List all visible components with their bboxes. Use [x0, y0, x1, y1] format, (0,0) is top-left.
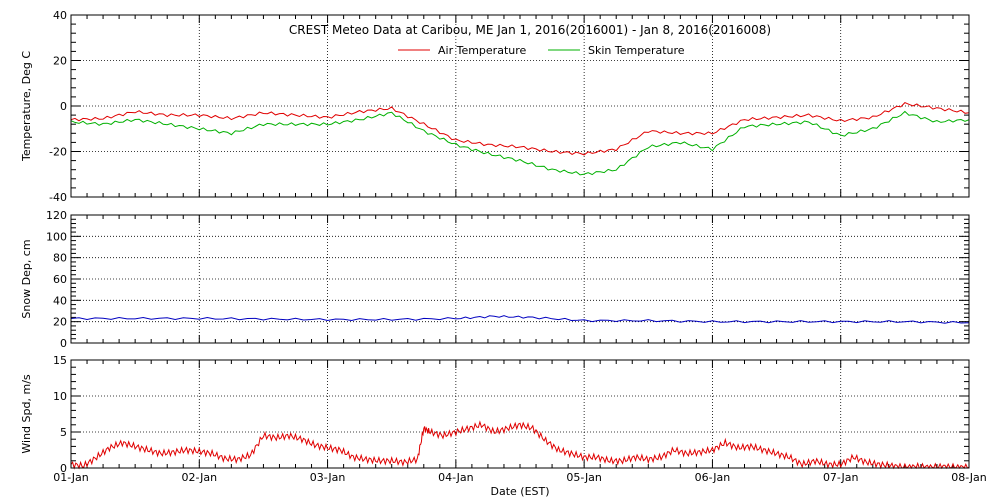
x-tick-label: 04-Jan [438, 471, 474, 484]
panel-frame [70, 14, 970, 198]
y-tick-label: 10 [53, 390, 67, 403]
panel-3: 0 5 10 15 Wind Spd, m/s [20, 354, 970, 475]
x-tick-label: 03-Jan [310, 471, 346, 484]
y-tick-label: 100 [46, 230, 67, 243]
y-tick-label: 0 [60, 337, 67, 350]
x-tick-label: 01-Jan [53, 471, 89, 484]
y-tick-label: 0 [60, 100, 67, 113]
series-line-skin-temperature [70, 110, 970, 176]
x-tick-label: 06-Jan [695, 471, 731, 484]
x-tick-label: 05-Jan [566, 471, 602, 484]
legend-label: Air Temperature [438, 44, 527, 57]
y-axis-label: Wind Spd, m/s [20, 374, 33, 454]
series-line-1 [70, 420, 970, 470]
y-tick-label: 60 [53, 273, 67, 286]
chart-title: CREST Meteo Data at Caribou, ME Jan 1, 2… [289, 23, 771, 37]
panel-2: 0 20 40 60 80 100 120 Snow Dep, cm [20, 209, 970, 350]
y-tick-label: 20 [53, 55, 67, 68]
y-tick-label: -20 [49, 146, 67, 159]
x-tick-label: 02-Jan [182, 471, 218, 484]
y-axis-label: Temperature, Deg C [20, 51, 33, 162]
x-axis-label: Date (EST) [490, 485, 549, 498]
x-tick-label: 07-Jan [823, 471, 859, 484]
y-tick-label: 20 [53, 316, 67, 329]
y-tick-label: 120 [46, 209, 67, 222]
y-tick-label: 80 [53, 252, 67, 265]
panel-frame [70, 359, 970, 469]
y-tick-label: 40 [53, 294, 67, 307]
series-line-1 [70, 315, 970, 324]
y-tick-label: 0 [60, 462, 67, 475]
legend-label: Skin Temperature [588, 44, 685, 57]
y-tick-label: 5 [60, 426, 67, 439]
y-axis-label: Snow Dep, cm [20, 239, 33, 318]
y-tick-label: -40 [49, 191, 67, 204]
x-tick-label: 08-Jan [951, 471, 987, 484]
panel-frame [70, 214, 970, 344]
series-line-air-temperature [70, 102, 970, 156]
y-tick-label: 40 [53, 9, 67, 22]
y-tick-label: 15 [53, 354, 67, 367]
panel-1: -40 -20 0 20 40 Temperature, Deg C Air Tempera… [20, 9, 970, 204]
